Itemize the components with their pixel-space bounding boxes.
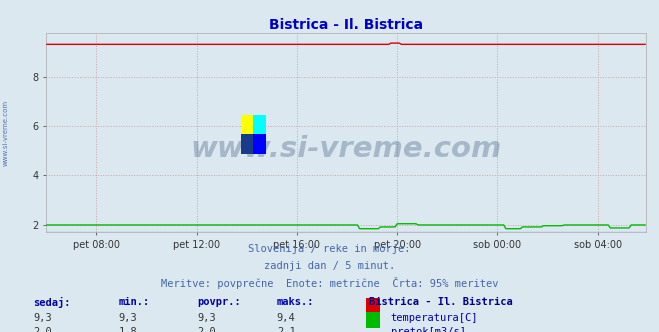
Text: min.:: min.: [119,297,150,307]
Text: 1,8: 1,8 [119,327,137,332]
Text: Slovenija / reke in morje.: Slovenija / reke in morje. [248,244,411,254]
Text: 2,1: 2,1 [277,327,295,332]
Text: www.si-vreme.com: www.si-vreme.com [190,135,501,163]
Text: www.si-vreme.com: www.si-vreme.com [2,100,9,166]
Title: Bistrica - Il. Bistrica: Bistrica - Il. Bistrica [269,18,423,32]
Bar [253,134,266,154]
Text: 9,3: 9,3 [198,313,216,323]
Text: zadnji dan / 5 minut.: zadnji dan / 5 minut. [264,261,395,271]
Text: Meritve: povprečne  Enote: metrične  Črta: 95% meritev: Meritve: povprečne Enote: metrične Črta:… [161,277,498,289]
Bar [241,134,253,154]
Bar [253,115,266,134]
Text: pretok[m3/s]: pretok[m3/s] [391,327,466,332]
Text: 2,0: 2,0 [33,327,51,332]
Text: povpr.:: povpr.: [198,297,241,307]
Text: Bistrica - Il. Bistrica: Bistrica - Il. Bistrica [369,297,513,307]
Text: sedaj:: sedaj: [33,297,71,308]
Text: temperatura[C]: temperatura[C] [391,313,478,323]
Bar [241,115,253,134]
Text: maks.:: maks.: [277,297,314,307]
Text: 9,3: 9,3 [119,313,137,323]
Text: 9,3: 9,3 [33,313,51,323]
Text: 2,0: 2,0 [198,327,216,332]
Text: 9,4: 9,4 [277,313,295,323]
